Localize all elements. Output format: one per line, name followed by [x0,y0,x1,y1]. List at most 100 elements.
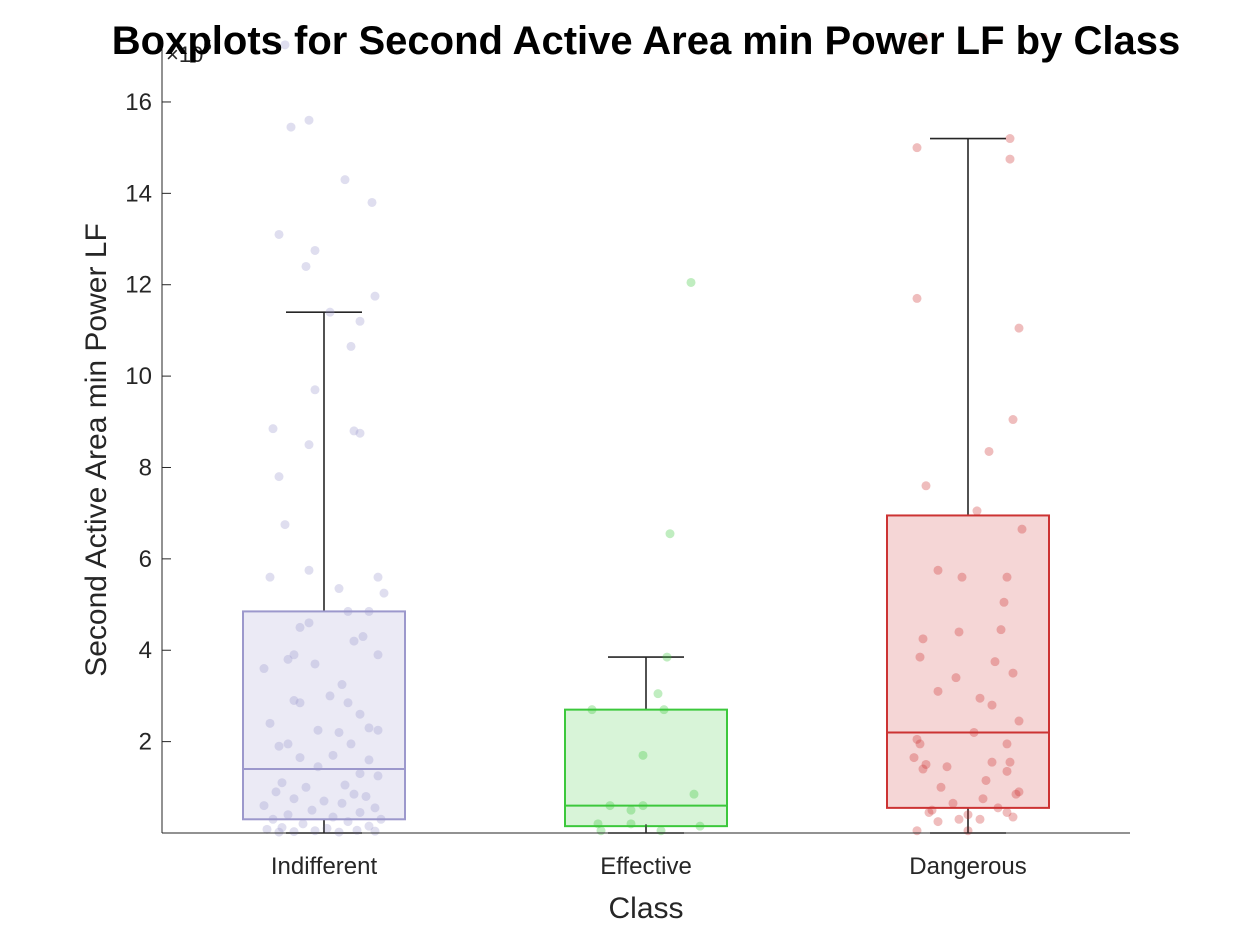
data-point-effective [659,705,669,715]
box-indifferent [242,610,406,821]
data-point-indifferent [358,632,368,642]
data-point-effective [593,819,603,829]
data-point-indifferent [355,428,365,438]
data-point-dangerous [1002,572,1012,582]
data-point-dangerous [1014,787,1024,797]
data-point-indifferent [295,698,305,708]
data-point-indifferent [280,520,290,530]
data-point-dangerous [921,759,931,769]
data-point-indifferent [259,664,269,674]
data-point-indifferent [355,316,365,326]
data-point-effective [587,705,597,715]
data-point-dangerous [1008,415,1018,425]
data-point-indifferent [289,650,299,660]
data-point-effective [638,750,648,760]
data-point-indifferent [310,385,320,395]
x-ticks: Indifferent Effective Dangerous [271,824,1027,880]
data-point-dangerous [1014,716,1024,726]
data-point-dangerous [936,782,946,792]
data-point-indifferent [310,826,320,836]
data-point-dangerous [996,625,1006,635]
data-point-dangerous [948,798,958,808]
data-point-indifferent [271,787,281,797]
data-point-indifferent [355,807,365,817]
data-point-dangerous [954,627,964,637]
data-point-indifferent [304,618,314,628]
data-point-indifferent [379,588,389,598]
data-point-indifferent [277,823,287,833]
data-point-dangerous [981,775,991,785]
data-point-indifferent [334,584,344,594]
data-point-dangerous [975,693,985,703]
data-point-dangerous [987,700,997,710]
data-point-indifferent [367,197,377,207]
data-point-indifferent [274,741,284,751]
y-axis-label: Second Active Area min Power LF [80,223,113,677]
data-point-indifferent [346,341,356,351]
y-tick-label: 2 [139,729,152,756]
data-point-indifferent [283,810,293,820]
y-tick-label: 4 [139,637,152,664]
y-tick-label: 14 [125,180,152,207]
data-point-indifferent [277,778,287,788]
data-point-indifferent [346,739,356,749]
box-dangerous [886,514,1050,809]
data-point-indifferent [364,723,374,733]
data-point-indifferent [349,789,359,799]
data-point-indifferent [310,659,320,669]
data-point-dangerous [1005,154,1015,164]
y-exponent-label: ×105 [166,37,212,67]
data-point-dangerous [942,762,952,772]
data-point-indifferent [349,636,359,646]
data-point-indifferent [373,725,383,735]
data-point-indifferent [361,791,371,801]
data-point-dangerous [990,657,1000,667]
data-point-dangerous [912,143,922,153]
data-point-indifferent [340,175,350,185]
data-point-dangerous [912,826,922,836]
data-point-indifferent [295,622,305,632]
data-point-indifferent [274,229,284,239]
boxes-layer [242,137,1050,834]
data-point-indifferent [301,782,311,792]
data-point-indifferent [355,769,365,779]
data-point-indifferent [325,691,335,701]
data-point-dangerous [918,764,928,774]
data-point-indifferent [304,115,314,125]
data-point-indifferent [319,796,329,806]
chart-title: Boxplots for Second Active Area min Powe… [112,19,1180,63]
data-point-indifferent [313,762,323,772]
y-tick-label: 12 [125,272,152,299]
data-point-indifferent [268,814,278,824]
data-point-indifferent [289,827,299,837]
data-point-dangerous [972,506,982,516]
data-point-dangerous [912,293,922,303]
data-point-dangerous [1008,812,1018,822]
data-point-dangerous [1008,668,1018,678]
x-tick-label-indifferent: Indifferent [271,853,378,880]
data-point-indifferent [349,426,359,436]
data-point-indifferent [376,814,386,824]
data-point-dangerous [963,810,973,820]
data-point-effective [662,652,672,662]
data-point-dangerous [993,803,1003,813]
data-point-indifferent [304,565,314,575]
data-point-indifferent [283,739,293,749]
data-point-indifferent [289,696,299,705]
data-point-indifferent [334,727,344,737]
data-point-indifferent [265,572,275,582]
data-point-indifferent [373,572,383,582]
data-point-effective [656,826,666,836]
data-point-effective [596,826,606,836]
data-point-effective [605,801,615,811]
data-point-dangerous [1002,739,1012,749]
data-point-dangerous [933,565,943,575]
data-point-indifferent [370,803,380,813]
data-point-dangerous [1011,789,1021,799]
data-point-effective [653,689,663,699]
data-point-indifferent [304,440,314,450]
data-point-dangerous [957,572,967,582]
data-point-effective [626,805,636,815]
data-point-effective [665,529,675,539]
data-point-effective [686,277,696,287]
